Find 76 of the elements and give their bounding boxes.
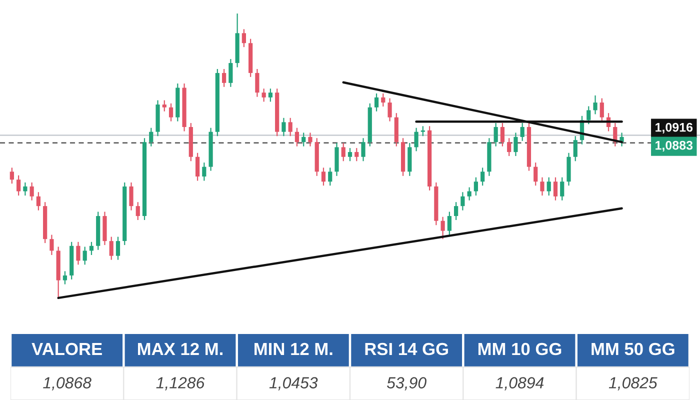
candlestick <box>381 92 386 108</box>
candlestick <box>168 102 174 122</box>
candlestick <box>388 98 392 122</box>
candlestick <box>302 132 306 147</box>
text: 1,0453 <box>269 377 318 390</box>
text: MM 50 GG <box>592 342 674 356</box>
candlestick <box>447 211 452 236</box>
candlestick <box>534 162 538 186</box>
candlestick <box>540 176 544 196</box>
text: 1,0916 <box>656 122 693 134</box>
candlestick <box>586 106 591 125</box>
candlestick <box>30 182 34 201</box>
candlestick <box>454 202 458 221</box>
candlestick <box>573 136 578 162</box>
candlestick <box>414 127 418 152</box>
candlestick <box>494 122 498 147</box>
candlestick <box>520 122 524 142</box>
candlestick <box>10 167 14 184</box>
candlestick <box>348 148 352 162</box>
candlestick <box>560 176 564 201</box>
candlestick <box>262 88 266 102</box>
candlestick <box>546 176 551 196</box>
text: 1,0825 <box>608 377 658 390</box>
candlestick <box>255 68 260 98</box>
candlestick <box>321 167 326 186</box>
candlestick <box>162 100 166 112</box>
candlestick <box>195 152 200 182</box>
candlestick <box>23 182 28 196</box>
candlestick <box>136 202 140 221</box>
candlestick <box>202 162 206 182</box>
candlestick <box>328 167 332 186</box>
candlestick <box>553 176 558 201</box>
text: 1,0868 <box>43 377 92 390</box>
candlestick <box>288 117 292 137</box>
candlestick <box>600 98 604 122</box>
candlestick <box>294 127 300 147</box>
candlestick <box>129 182 134 211</box>
candlestick <box>374 92 379 112</box>
candlestick <box>36 192 40 211</box>
candlestick <box>440 216 445 240</box>
candlestick <box>467 186 472 201</box>
candlestick <box>354 148 359 162</box>
candlestick <box>308 132 312 147</box>
candlestick <box>149 127 154 147</box>
candlestick <box>514 132 518 157</box>
text: 1,0883 <box>656 140 693 152</box>
text: RSI 14 GG <box>365 342 448 356</box>
candlestick <box>593 94 598 115</box>
candlestick <box>16 174 21 196</box>
candlestick <box>228 58 233 88</box>
candlestick <box>460 192 465 211</box>
text: MM 10 GG <box>478 342 562 356</box>
candlestick <box>480 167 485 186</box>
candlestick <box>62 270 68 285</box>
text: 1,1286 <box>156 377 205 390</box>
text: MAX 12 M. <box>138 342 222 355</box>
candlestick <box>474 176 478 196</box>
text: 1,0894 <box>496 377 544 390</box>
candlestick <box>500 122 505 147</box>
candlestick <box>109 236 114 260</box>
text: MIN 12 M. <box>254 342 332 355</box>
candlestick <box>341 142 346 162</box>
candlestick <box>82 246 87 266</box>
candlestick <box>420 126 425 137</box>
candlestick <box>76 241 80 266</box>
candlestick <box>116 236 120 260</box>
text: 53,90 <box>386 377 426 390</box>
candlestick <box>242 28 246 48</box>
text: VALORE <box>32 342 102 356</box>
candlestick <box>361 138 366 162</box>
candlestick <box>89 241 94 256</box>
candlestick <box>268 88 273 102</box>
candlestick <box>222 68 226 88</box>
candlestick <box>50 234 54 256</box>
candlestick <box>507 138 512 157</box>
candlestick <box>282 117 286 137</box>
